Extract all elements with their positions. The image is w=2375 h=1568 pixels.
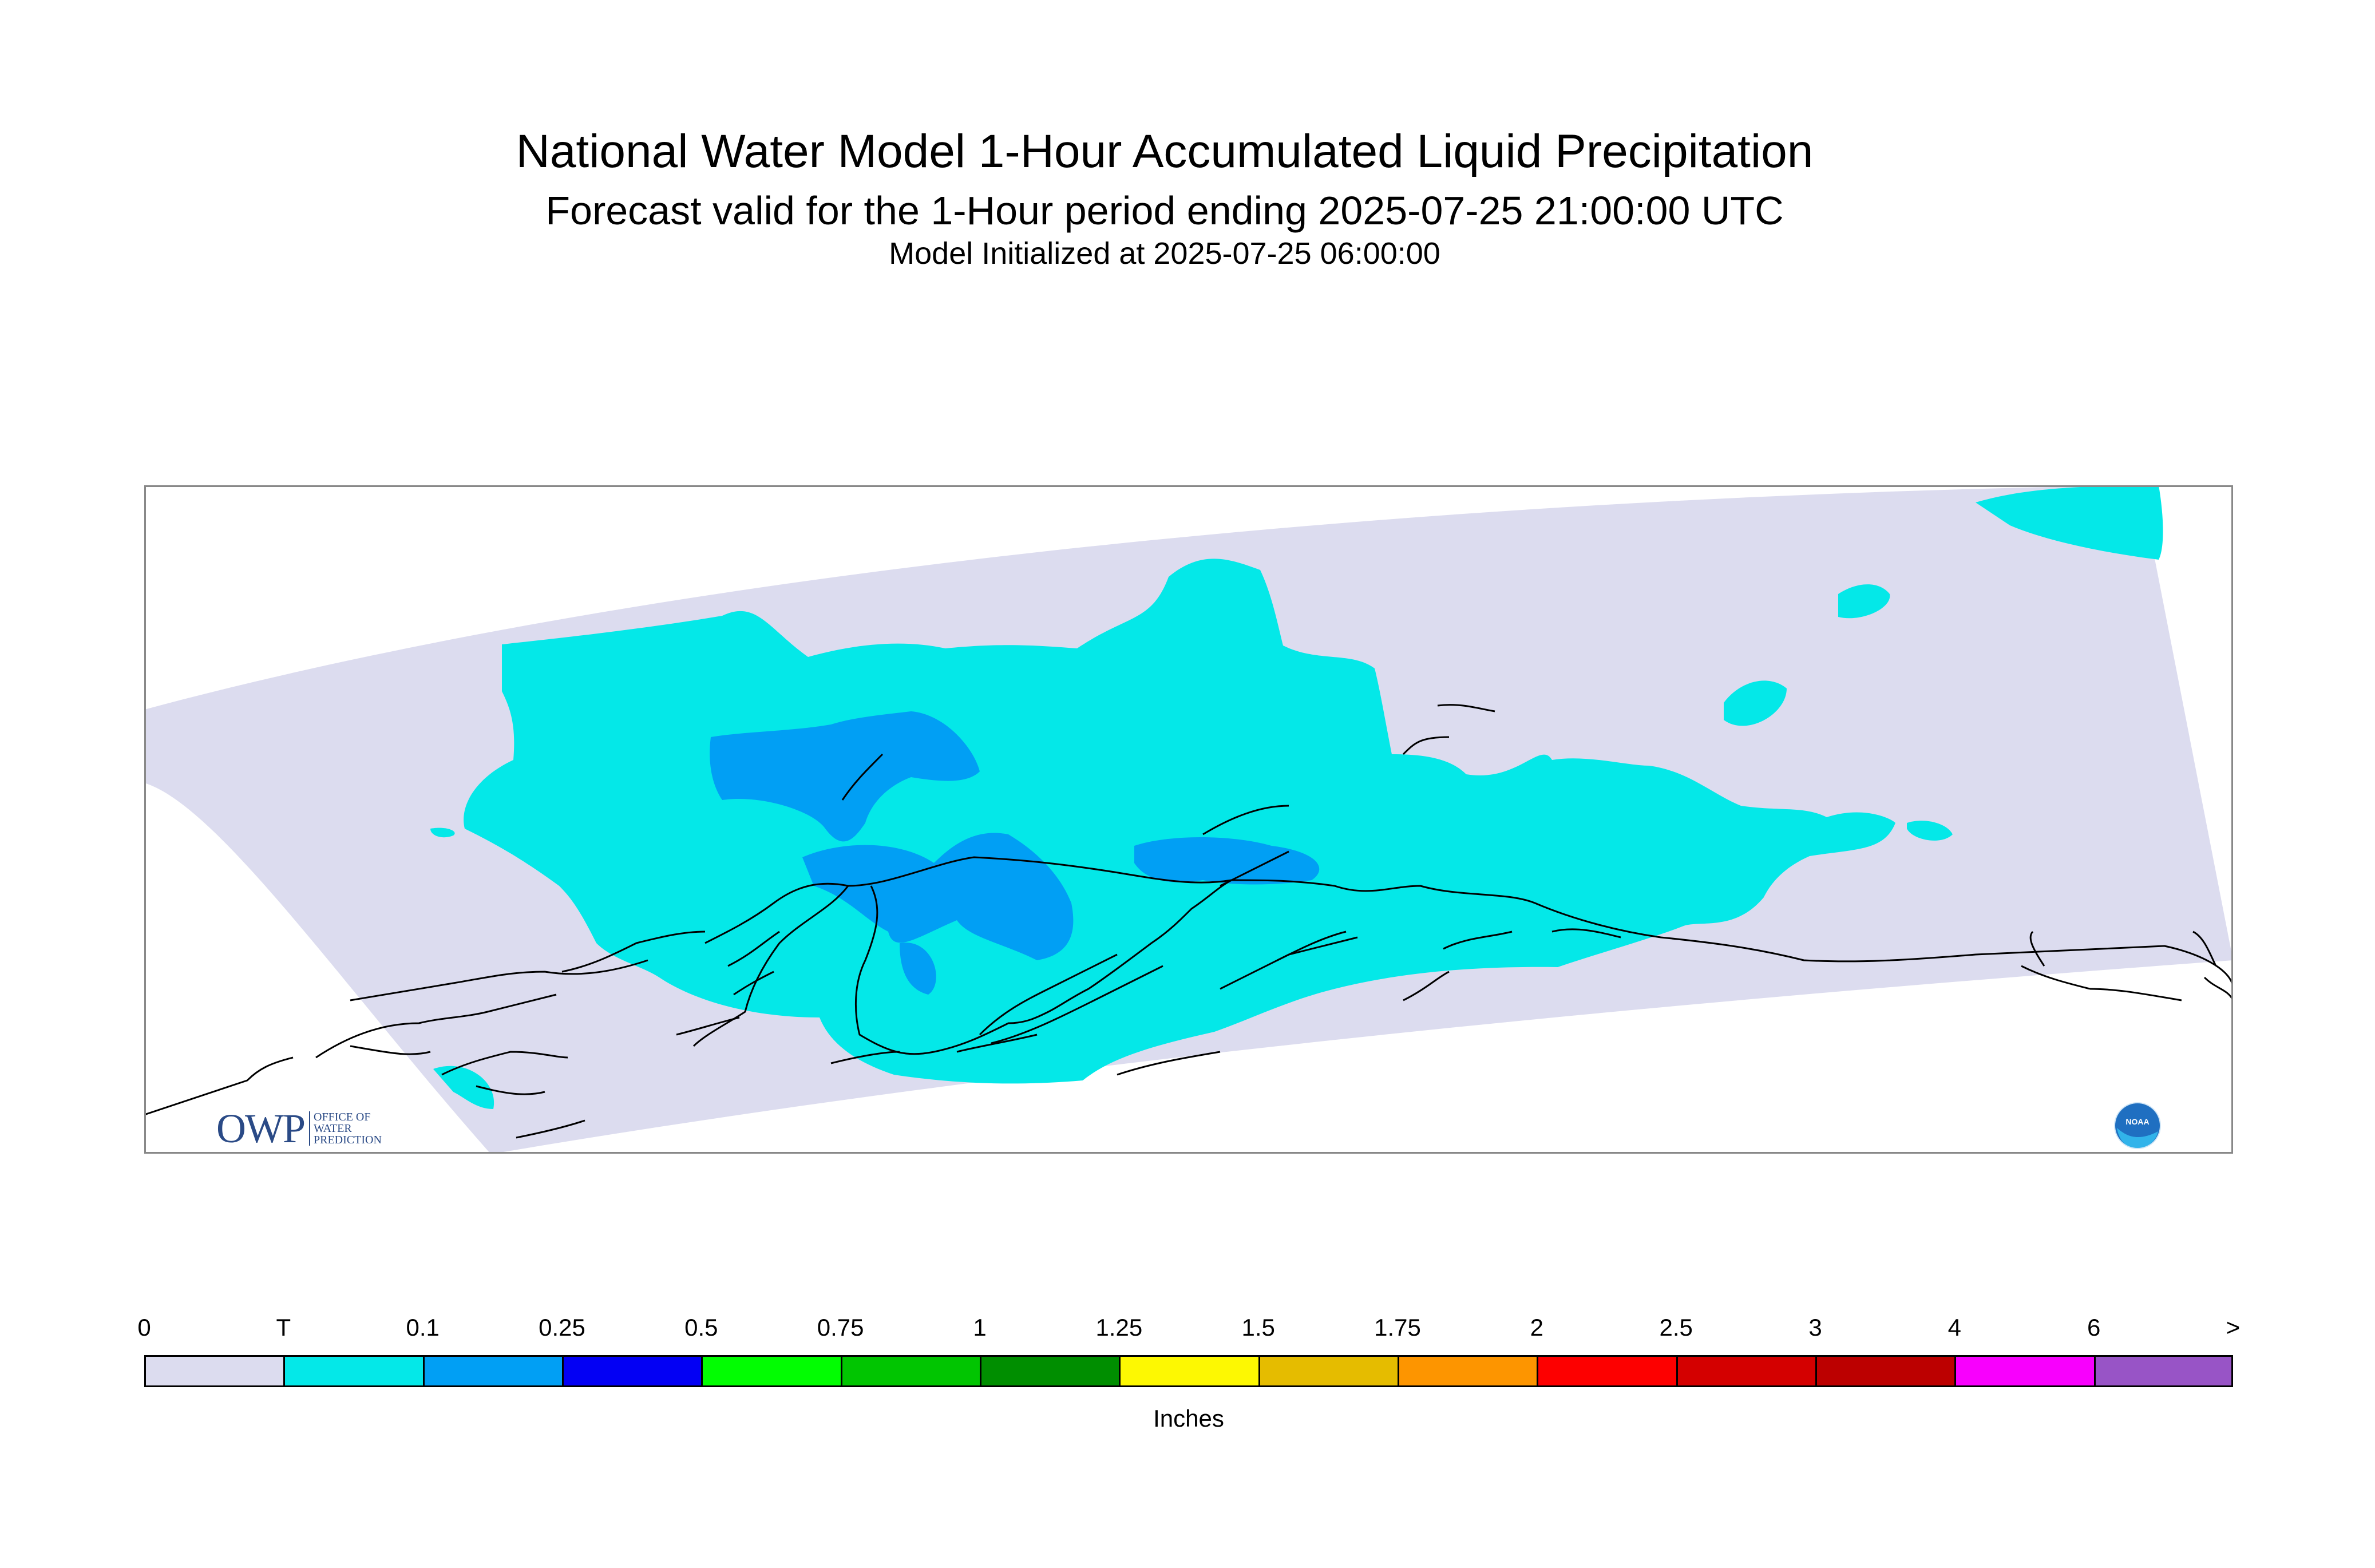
legend-swatch: [2093, 1355, 2233, 1387]
map-subtitle: Forecast valid for the 1-Hour period end…: [545, 188, 1784, 233]
legend-swatch: [980, 1355, 1119, 1387]
owp-logo-text: OWP: [216, 1105, 306, 1151]
legend-label: 1.75: [1374, 1314, 1421, 1341]
legend-swatch: [1258, 1355, 1398, 1387]
legend-swatch: [144, 1355, 284, 1387]
precipitation-map: [144, 485, 2233, 1154]
legend-label: 0.75: [817, 1314, 864, 1341]
init-time: Model Initialized at 2025-07-25 06:00:00: [889, 236, 1440, 271]
coastline: [144, 704, 2233, 1139]
precip-light-area: [802, 833, 1074, 960]
precip-trace-area: [464, 559, 1895, 1084]
precip-light-area: [1134, 837, 1320, 885]
legend-label: 3: [1808, 1314, 1822, 1341]
map-title: National Water Model 1-Hour Accumulated …: [516, 125, 1814, 177]
precip-trace-spot: [1907, 821, 1953, 841]
owp-logo-subtitle: OFFICE OF WATER PREDICTION: [309, 1111, 382, 1146]
legend-swatch: [1815, 1355, 1955, 1387]
precip-trace-area-ne: [1976, 485, 2163, 560]
owp-logo-line: PREDICTION: [314, 1134, 382, 1146]
legend-swatch: [701, 1355, 841, 1387]
legend-label: 1.25: [1095, 1314, 1143, 1341]
legend-label: >: [2226, 1314, 2241, 1341]
legend-label: 2: [1530, 1314, 1544, 1341]
legend-units: Inches: [1153, 1405, 1224, 1432]
legend-swatch: [1398, 1355, 1537, 1387]
legend-label: 4: [1948, 1314, 1962, 1341]
precip-trace-spot: [433, 1066, 494, 1109]
owp-logo: OWP OFFICE OF WATER PREDICTION: [216, 1106, 382, 1151]
precip-trace-spot: [430, 827, 455, 838]
legend-label: 2.5: [1659, 1314, 1693, 1341]
legend-swatch: [283, 1355, 423, 1387]
noaa-logo-text: NOAA: [2125, 1117, 2149, 1126]
legend-swatch: [1954, 1355, 2094, 1387]
precip-light-area: [900, 943, 936, 995]
legend-label: 1.5: [1241, 1314, 1275, 1341]
legend-swatch: [562, 1355, 702, 1387]
legend-label: 0.5: [684, 1314, 718, 1341]
legend-swatch: [422, 1355, 562, 1387]
legend-label: 0.1: [406, 1314, 440, 1341]
legend-label: 0: [137, 1314, 151, 1341]
legend-swatch: [1119, 1355, 1258, 1387]
precip-trace-spot: [1724, 680, 1787, 726]
precip-trace-spot: [1838, 584, 1890, 619]
noaa-logo: NOAA: [2114, 1102, 2161, 1149]
map-frame: [144, 485, 2233, 1154]
owp-logo-line: OFFICE OF: [314, 1111, 371, 1123]
legend-label: 1: [973, 1314, 987, 1341]
precip-light-area: [710, 711, 980, 842]
legend-swatch: [1537, 1355, 1676, 1387]
legend-label: 6: [2087, 1314, 2101, 1341]
legend-label: 0.25: [539, 1314, 585, 1341]
legend-swatch: [840, 1355, 980, 1387]
legend-label: T: [276, 1314, 291, 1341]
owp-logo-line: WATER: [314, 1122, 352, 1135]
legend-swatch: [1676, 1355, 1815, 1387]
